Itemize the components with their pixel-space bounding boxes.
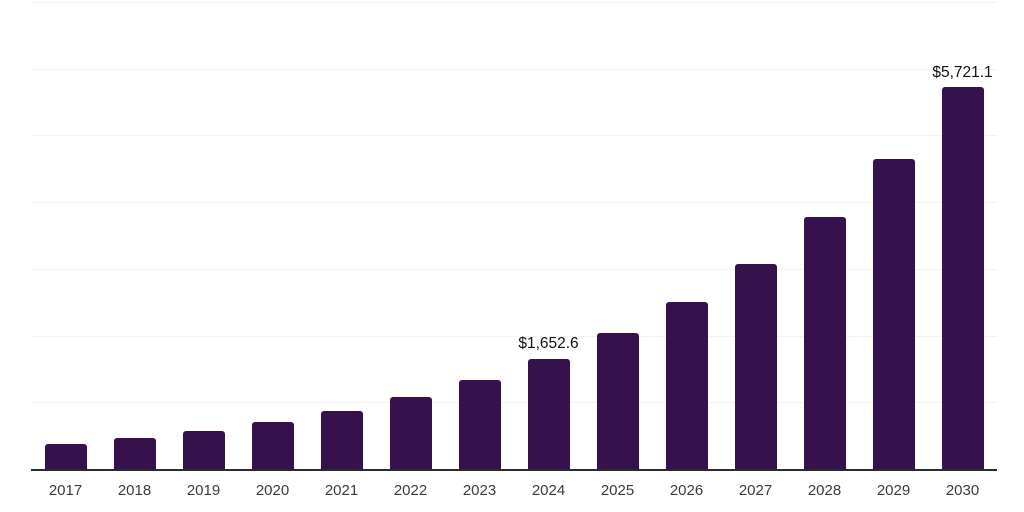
- gridline-1000: [31, 402, 997, 404]
- bar-slot-2021: [307, 2, 376, 469]
- bar-slot-2023: [445, 2, 514, 469]
- bar-slot-2017: [31, 2, 100, 469]
- gridline-3000: [31, 268, 997, 270]
- bar-slot-2022: [376, 2, 445, 469]
- bar-slot-2027: [721, 2, 790, 469]
- bar-2024[interactable]: [527, 358, 570, 469]
- x-tick-2018: 2018: [117, 482, 152, 499]
- bar-2021[interactable]: [320, 410, 363, 469]
- bar-slot-2018: [100, 2, 169, 469]
- bar-slot-2024: $1,652.6: [514, 2, 583, 469]
- x-tick-2028: 2028: [807, 482, 842, 499]
- bar-2023[interactable]: [458, 379, 501, 469]
- x-tick-2025: 2025: [600, 482, 635, 499]
- bar-2019[interactable]: [182, 431, 225, 469]
- bar-2030[interactable]: [941, 87, 984, 469]
- x-tick-2026: 2026: [669, 482, 704, 499]
- bar-slot-2019: [169, 2, 238, 469]
- gridline-5000: [31, 135, 997, 137]
- bar-2020[interactable]: [251, 422, 294, 469]
- data-label-2030: $5,721.1: [932, 63, 993, 81]
- bar-slot-2020: [238, 2, 307, 469]
- x-tick-2027: 2027: [738, 482, 773, 499]
- x-tick-2019: 2019: [186, 482, 221, 499]
- bar-slot-2025: [583, 2, 652, 469]
- bar-2018[interactable]: [113, 438, 156, 469]
- bars-layer: $1,652.6 $5,721.1: [31, 2, 997, 469]
- x-tick-2021: 2021: [324, 482, 359, 499]
- x-tick-2023: 2023: [462, 482, 497, 499]
- bar-2017[interactable]: [44, 444, 87, 469]
- gridline-2000: [31, 335, 997, 337]
- bar-2022[interactable]: [389, 397, 432, 469]
- bar-2025[interactable]: [596, 333, 639, 469]
- x-tick-2022: 2022: [393, 482, 428, 499]
- x-tick-2024: 2024: [531, 482, 566, 499]
- x-tick-2030: 2030: [945, 482, 980, 499]
- bar-2027[interactable]: [734, 264, 777, 469]
- bar-slot-2029: [859, 2, 928, 469]
- data-label-2024: $1,652.6: [518, 335, 579, 353]
- x-axis-baseline: [31, 469, 997, 471]
- x-tick-2017: 2017: [48, 482, 83, 499]
- x-axis-tick-labels: 2017 2018 2019 2020 2021 2022 2023 2024 2025 2026…: [31, 483, 997, 498]
- plot-area: $1,652.6 $5,721.1: [31, 2, 997, 471]
- bar-slot-2026: [652, 2, 721, 469]
- gridline-7000: [31, 2, 997, 3]
- gridline-4000: [31, 202, 997, 204]
- bar-slot-2030: $5,721.1: [928, 2, 997, 469]
- bar-2028[interactable]: [803, 216, 846, 469]
- bar-2029[interactable]: [872, 159, 915, 469]
- x-tick-2020: 2020: [255, 482, 290, 499]
- bar-slot-2028: [790, 2, 859, 469]
- bar-2026[interactable]: [665, 302, 708, 469]
- x-tick-2029: 2029: [876, 482, 911, 499]
- gridline-6000: [31, 68, 997, 70]
